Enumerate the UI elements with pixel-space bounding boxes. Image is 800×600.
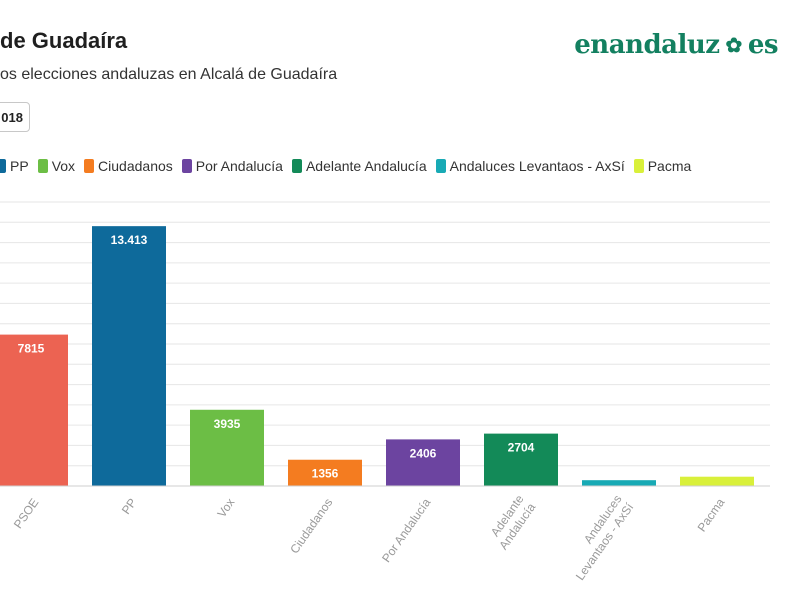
legend-label: Pacma [647,158,692,174]
bar [92,226,166,487]
brand-name: enandaluz [574,30,720,60]
legend-item[interactable]: PP [0,158,29,174]
legend-item[interactable]: Adelante Andalucía [291,158,427,174]
data-label: 1356 [312,467,339,481]
legend-swatch [84,159,95,173]
legend-label: Vox [51,158,76,174]
x-tick-label: Por Andalucía [379,495,434,565]
bar [680,476,754,486]
bar [288,459,362,486]
bar [0,334,68,486]
legend-item[interactable]: Vox [37,158,76,174]
data-label: 7815 [18,342,45,356]
data-label: 2704 [508,441,535,455]
data-label: 3935 [214,417,241,431]
brand-suffix: es [747,30,779,60]
legend-item[interactable]: Andaluces Levantaos - AxSí [435,158,625,174]
data-label: 2406 [410,446,437,460]
legend-swatch [0,159,6,173]
legend-swatch [435,159,446,173]
chart-title: de Guadaíra [0,28,128,53]
year-select-button[interactable]: 018 [0,102,30,132]
x-tick-label: AndalucesLevantaos - AxSí [561,492,637,583]
x-tick-label: Pacma [695,495,728,534]
x-tick-label: AdelanteAndalucía [484,492,538,552]
legend-label: Adelante Andalucía [305,158,427,174]
x-tick-label: PP [119,496,140,517]
legend-swatch [37,159,48,173]
bar [582,480,656,486]
legend-label: Andaluces Levantaos - AxSí [449,158,625,174]
bar [484,433,558,486]
chart-legend: PP Vox Ciudadanos Por Andalucía Adelante And… [0,158,691,174]
legend-item[interactable]: Ciudadanos [84,158,173,174]
x-tick-label: Ciudadanos [287,496,335,557]
legend-swatch [291,159,302,173]
legend-label: Ciudadanos [98,158,173,174]
x-tick-label: PSOE [11,496,42,531]
legend-item[interactable]: Pacma [633,158,692,174]
data-label: 13.413 [111,233,148,247]
bar [386,439,460,486]
legend-label: Por Andalucía [195,158,283,174]
legend-swatch [181,159,192,173]
bar-chart: 7815 PSOE 13.413 PP 3935 Vox 1356 Ciudadanos 240… [0,201,770,583]
brand-logo[interactable]: enandaluz ✿ es [574,30,778,60]
legend-swatch [633,159,644,173]
legend-label: PP [10,158,29,174]
x-tick-label: Vox [215,496,238,520]
brand-flower-icon: ✿ [725,33,743,57]
chart-subtitle: os elecciones andaluzas en Alcalá de Gua… [0,66,338,83]
bar [190,409,264,486]
legend-item[interactable]: Por Andalucía [181,158,283,174]
